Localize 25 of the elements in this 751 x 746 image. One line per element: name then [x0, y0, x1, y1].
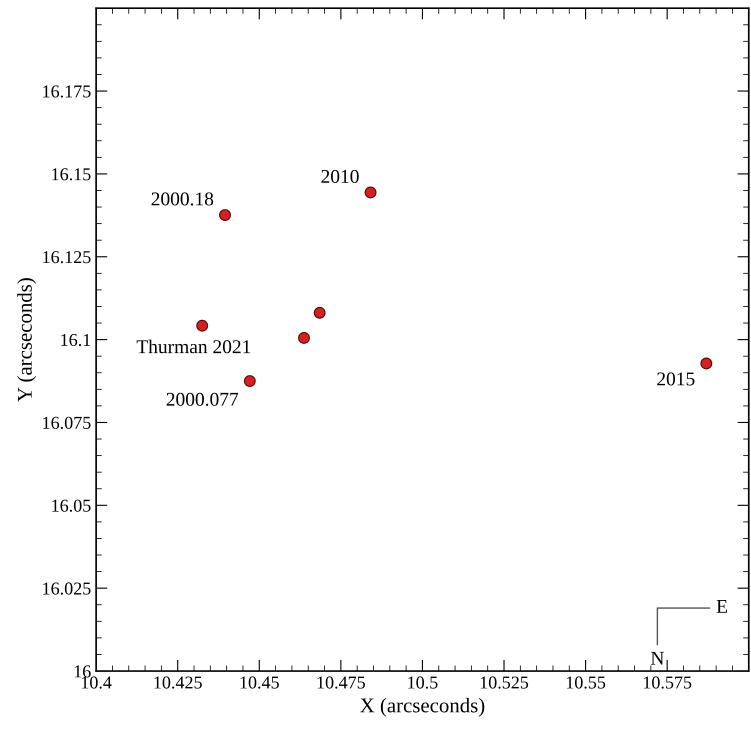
x-tick-label: 10.525	[480, 676, 528, 689]
x-tick-label: 10.55	[566, 676, 606, 689]
annotation: 2010	[321, 170, 359, 183]
y-tick-label: 16	[74, 665, 91, 678]
x-tick-label: 10.425	[154, 676, 202, 689]
y-tick-label: 16.125	[43, 251, 91, 264]
annotation: Thurman 2021	[136, 340, 250, 354]
y-tick-label: 16.05	[52, 500, 91, 512]
y-tick-label: 16.025	[43, 582, 91, 595]
x-tick-label: 10.5	[408, 676, 438, 689]
y-tick-label: 16.1	[61, 334, 90, 346]
x-tick-label: 10.475	[318, 676, 365, 689]
y-axis-title: Y (arcseconds)	[17, 278, 36, 402]
annotation: N	[650, 652, 664, 665]
y-tick-label: 16.075	[43, 416, 91, 429]
x-tick-label: 10.45	[240, 676, 279, 689]
x-axis-title: X (arcseconds)	[360, 698, 484, 717]
annotation: 2015	[657, 372, 694, 386]
annotation: 2000.18	[152, 192, 214, 206]
annotation: E	[716, 600, 728, 613]
x-tick-label: 10.4	[82, 676, 112, 689]
annotation: 2000.077	[166, 392, 238, 406]
y-tick-label: 16.175	[43, 85, 91, 98]
x-tick-label: 10.575	[644, 676, 692, 689]
y-tick-label: 16.15	[52, 168, 91, 180]
